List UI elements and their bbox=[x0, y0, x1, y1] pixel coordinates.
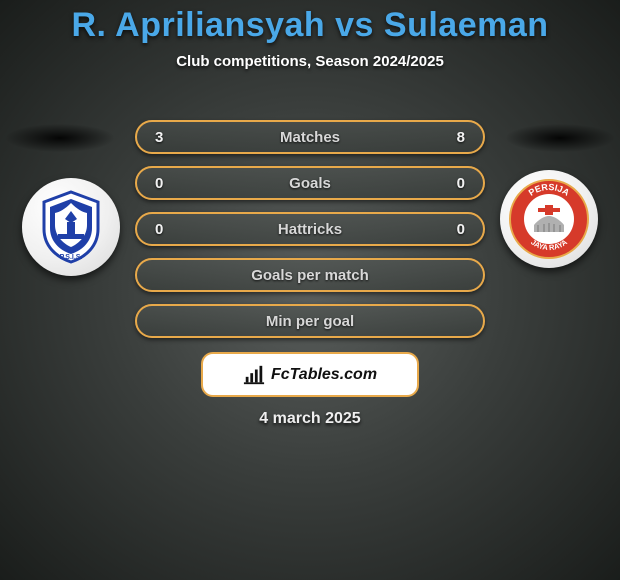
stat-label: Min per goal bbox=[177, 313, 443, 330]
attribution-badge: FcTables.com bbox=[201, 352, 419, 397]
left-shadow bbox=[6, 124, 114, 152]
persija-crest-icon: PERSIJA JAYA RAYA bbox=[508, 178, 590, 260]
stat-label: Matches bbox=[177, 129, 443, 146]
stat-right-value: 8 bbox=[443, 129, 465, 146]
table-row: Goals per match bbox=[135, 258, 485, 292]
left-team-crest: P.S.I.S. bbox=[22, 178, 120, 276]
stat-left-value: 0 bbox=[155, 221, 177, 238]
attribution-text: FcTables.com bbox=[271, 366, 377, 384]
svg-text:P.S.I.S.: P.S.I.S. bbox=[60, 254, 83, 261]
page-subtitle: Club competitions, Season 2024/2025 bbox=[0, 53, 620, 70]
stat-left-value: 3 bbox=[155, 129, 177, 146]
right-team-crest: PERSIJA JAYA RAYA bbox=[500, 170, 598, 268]
stat-left-value: 0 bbox=[155, 175, 177, 192]
bar-chart-icon bbox=[243, 364, 265, 386]
stats-rows: 3 Matches 8 0 Goals 0 0 Hattricks 0 Goal… bbox=[135, 120, 485, 350]
psis-crest-icon: P.S.I.S. bbox=[38, 189, 104, 265]
table-row: 0 Goals 0 bbox=[135, 166, 485, 200]
page-title: R. Apriliansyah vs Sulaeman bbox=[0, 0, 620, 45]
date-label: 4 march 2025 bbox=[0, 410, 620, 428]
table-row: 0 Hattricks 0 bbox=[135, 212, 485, 246]
stat-right-value: 0 bbox=[443, 221, 465, 238]
right-shadow bbox=[506, 124, 614, 152]
stat-label: Goals per match bbox=[177, 267, 443, 284]
table-row: 3 Matches 8 bbox=[135, 120, 485, 154]
stat-right-value: 0 bbox=[443, 175, 465, 192]
table-row: Min per goal bbox=[135, 304, 485, 338]
stat-label: Hattricks bbox=[177, 221, 443, 238]
stat-label: Goals bbox=[177, 175, 443, 192]
